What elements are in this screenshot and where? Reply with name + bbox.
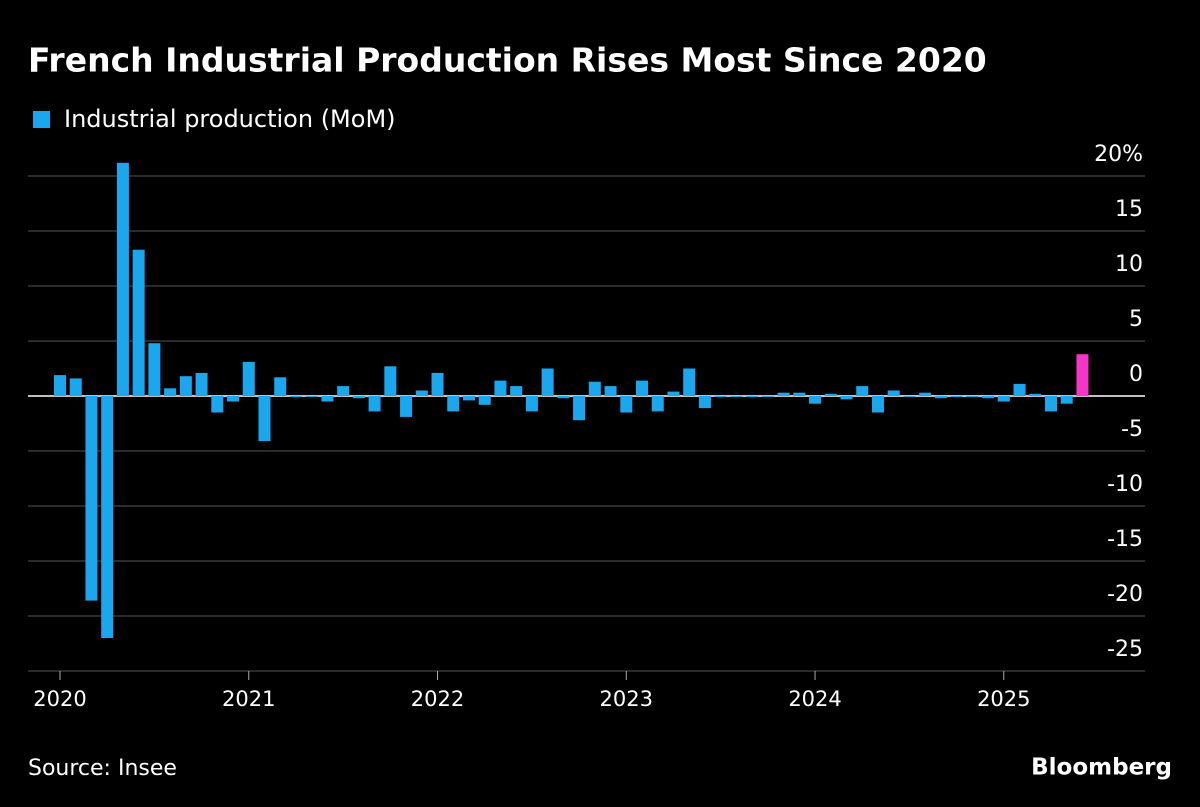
bar [179,376,192,396]
bar [698,396,711,409]
bar [840,396,853,400]
y-tick-label: -5 [1121,417,1143,442]
bar [478,396,491,405]
bar [871,396,884,413]
x-tick-label: 2024 [788,687,841,711]
bar [604,386,617,396]
bar [368,396,381,412]
source: Source: Insee [28,756,177,781]
bar [164,388,177,396]
bar [525,396,538,412]
legend-swatch [33,111,50,128]
x-tick-label: 2020 [33,687,86,711]
bar [588,381,601,396]
bar [793,392,806,396]
bar [777,392,790,396]
bar [1044,396,1057,412]
x-tick-label: 2023 [600,687,653,711]
y-tick-label: -15 [1107,527,1143,552]
bar [714,396,727,398]
y-tick-label: 5 [1129,307,1143,332]
legend-label: Industrial production (MoM) [64,105,396,133]
bar [620,396,633,413]
bar [305,396,318,397]
bar [573,396,586,421]
bar [982,396,995,399]
y-tick-label: 10 [1115,252,1143,277]
bar [824,393,837,396]
y-tick-label: -25 [1107,637,1143,662]
bar [1060,396,1073,404]
bar [809,396,822,404]
bar [101,396,114,638]
bar [227,396,240,402]
bar [462,396,475,401]
y-tick-label: -10 [1107,472,1143,497]
bar [919,392,932,396]
x-tick-label: 2025 [977,687,1030,711]
bar [242,361,255,396]
bar [683,368,696,396]
bar [730,396,743,397]
bar [116,162,129,396]
bar [510,386,523,396]
bar [636,380,649,396]
bar [651,396,664,412]
bar [400,396,413,417]
bar [950,396,963,398]
brand: Bloomberg [1031,755,1172,781]
bar [211,396,224,413]
bar [415,390,428,396]
bar [132,249,145,396]
bar [746,396,759,398]
bar [494,380,507,396]
bar [195,372,208,396]
bar [85,396,98,601]
bar [352,396,365,399]
bar [966,396,979,398]
y-tick-label: 20% [1094,142,1143,167]
bar [289,396,302,398]
bar [541,368,554,396]
bar [856,386,869,396]
bar [148,343,161,396]
bar [1013,383,1026,396]
bar [384,366,397,396]
bar [667,391,680,396]
bar [1076,354,1089,396]
bar [431,372,444,396]
bar [337,386,350,396]
x-tick-label: 2021 [222,687,275,711]
bar [69,378,82,396]
bar [1029,393,1042,396]
bar [557,396,570,399]
bar [903,396,916,397]
bar [274,377,287,396]
y-tick-label: -20 [1107,582,1143,607]
y-tick-label: 0 [1129,362,1143,387]
bar [934,396,947,399]
bar [321,396,334,402]
y-tick-label: 15 [1115,197,1143,222]
chart-title: French Industrial Production Rises Most … [28,41,987,80]
bar [54,375,66,396]
bar [761,396,774,397]
bar [887,390,900,396]
bar [997,396,1010,402]
bar [258,396,271,442]
x-tick-label: 2022 [411,687,464,711]
bar [447,396,460,412]
